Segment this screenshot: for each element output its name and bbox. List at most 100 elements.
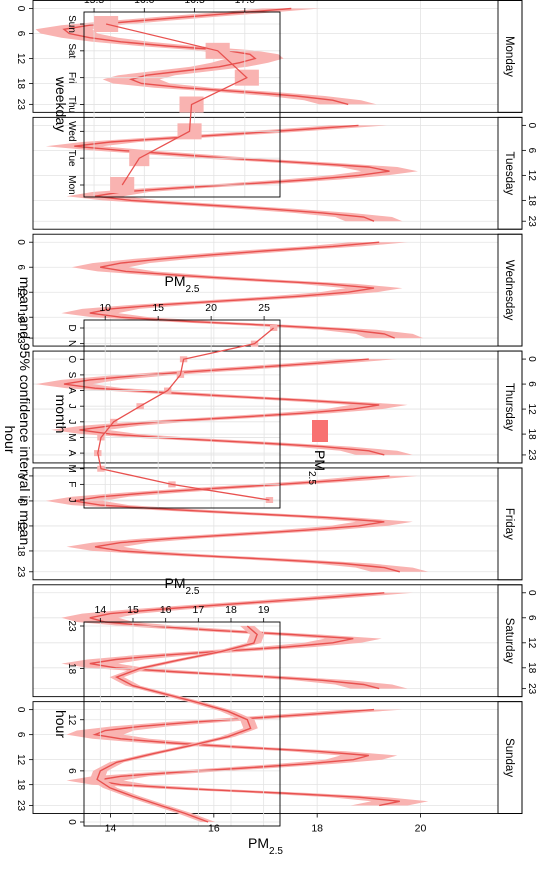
panel-frame <box>32 467 523 581</box>
panel-frame <box>32 584 523 698</box>
legend-and-caption: PM2.5 mean and 95% confidence interval i… <box>17 277 329 546</box>
x-tick-label: 18 <box>526 662 537 674</box>
x-tick-label: 12 <box>15 53 26 65</box>
x-tick-label: Thu <box>66 96 77 113</box>
x-tick-label: A <box>66 450 77 457</box>
mean-line <box>74 124 390 222</box>
x-tick-label: 12 <box>526 637 537 649</box>
x-tick-label: 6 <box>15 264 26 270</box>
y-tick-label: 14 <box>94 604 106 616</box>
x-tick-label: 6 <box>526 148 537 154</box>
x-tick-label: Fri <box>66 72 77 84</box>
y-tick-label: 15 <box>127 604 139 616</box>
y-axis-label: PM2.5 <box>165 575 200 597</box>
caption: mean and 95% confidence interval in mean <box>17 277 33 546</box>
confidence-band <box>66 709 429 806</box>
y-tick-label: 16 <box>160 604 172 616</box>
confidence-band <box>45 475 429 572</box>
mean-line <box>97 327 275 501</box>
x-tick-label: 23 <box>15 800 26 812</box>
x-tick-label: 23 <box>15 333 26 345</box>
strip-label: Friday <box>503 508 515 540</box>
mean-line <box>105 23 248 186</box>
x-tick-label: 12 <box>15 287 26 299</box>
x-tick-label: S <box>66 372 77 379</box>
strip-label: Saturday <box>503 618 515 664</box>
x-tick-label: 23 <box>15 99 26 111</box>
x-tick-label: 6 <box>66 768 77 774</box>
strip-label: Tuesday <box>503 151 515 195</box>
x-tick-label: 12 <box>526 170 537 182</box>
y-tick-label: 16.0 <box>134 0 155 6</box>
mean-line <box>96 625 258 823</box>
mean-line <box>74 475 400 573</box>
x-tick-label: Wed <box>66 121 77 141</box>
x-tick-label: 0 <box>526 356 537 362</box>
confidence-band <box>61 242 424 339</box>
y-tick-label: 20 <box>205 302 217 314</box>
confidence-band <box>89 626 265 822</box>
day-panel-tuesday: Tuesday 0 6 12 18 23 <box>32 116 537 230</box>
y-tick-label: 25 <box>258 302 270 314</box>
x-tick-label: 0 <box>15 473 26 479</box>
x-tick-label: 12 <box>15 520 26 532</box>
mean-line <box>89 592 385 690</box>
confidence-band <box>61 592 413 689</box>
y-tick-label: 16 <box>208 823 220 835</box>
x-tick-label: Mon <box>66 175 77 194</box>
x-tick-label: J <box>66 498 77 503</box>
strip-label: Monday <box>503 36 515 77</box>
x-tick-label: 23 <box>526 216 537 228</box>
y-tick-label: 17 <box>192 604 204 616</box>
day-panel-sunday: Sunday 0 6 12 18 23 <box>15 701 523 818</box>
x-tick-label: 12 <box>15 754 26 766</box>
panel-frame <box>32 350 523 464</box>
x-tick-label: J <box>66 419 77 424</box>
x-tick-label: F <box>66 481 77 487</box>
y-axis-label: PM2.5 <box>248 835 283 857</box>
y-tick-label: 10 <box>99 302 111 314</box>
x-tick-label: N <box>66 340 77 347</box>
mean-line <box>63 358 385 456</box>
y-tick-label: 18 <box>225 604 237 616</box>
x-tick-label: 18 <box>15 545 26 557</box>
panel-frame <box>32 701 523 814</box>
y-tick-label: 16.5 <box>184 0 205 6</box>
y-tick-label: 14 <box>105 823 117 835</box>
x-tick-label: 12 <box>66 714 77 726</box>
x-tick-label: 0 <box>15 239 26 245</box>
x-tick-label: 23 <box>526 449 537 461</box>
panel-frame <box>32 233 523 347</box>
x-tick-label: M <box>66 433 77 441</box>
panel-frame <box>83 621 281 827</box>
x-tick-label: 6 <box>526 615 537 621</box>
y-tick-label: 19 <box>258 604 270 616</box>
x-tick-label: 18 <box>15 78 26 90</box>
panel-frame <box>32 116 523 230</box>
day-panel-saturday: Saturday 0 6 12 18 23 <box>32 584 537 698</box>
x-tick-label: J <box>66 404 77 409</box>
y-tick-label: 17.0 <box>235 0 256 6</box>
x-tick-label: Tue <box>66 150 77 167</box>
y-axis-label: PM2.5 <box>165 273 200 295</box>
weekday-ci-box <box>110 177 135 193</box>
strip-label: Sunday <box>503 738 515 777</box>
x-axis-label: month <box>53 395 69 434</box>
hourly-by-weekday-chart: Monday 0 6 12 18 23 Tuesday 0 6 12 18 23 Wednesday 0 6… <box>2 0 537 857</box>
x-axis-label: weekday <box>53 76 69 132</box>
legend-label: PM2.5 <box>307 450 329 485</box>
x-tick-label: 18 <box>526 195 537 207</box>
panel-frame <box>83 319 281 509</box>
y-tick-label: 20 <box>415 823 427 835</box>
x-axis-label: hour <box>2 425 18 453</box>
x-tick-label: 23 <box>66 620 77 632</box>
hour-chart: 0 6 12 18 23 14 15 16 17 18 19 PM2.5 hour <box>53 575 281 827</box>
day-panel-friday: Friday 0 6 12 18 23 <box>15 467 523 581</box>
mean-line <box>92 708 400 807</box>
x-tick-label: 23 <box>15 566 26 578</box>
weekday-chart: MonTueWedThuFriSatSun15.516.016.517.0PM2… <box>53 0 281 198</box>
legend-swatch <box>312 420 328 442</box>
x-tick-label: 0 <box>526 590 537 596</box>
x-tick-label: 6 <box>15 732 26 738</box>
x-axis-label: hour <box>53 710 69 738</box>
